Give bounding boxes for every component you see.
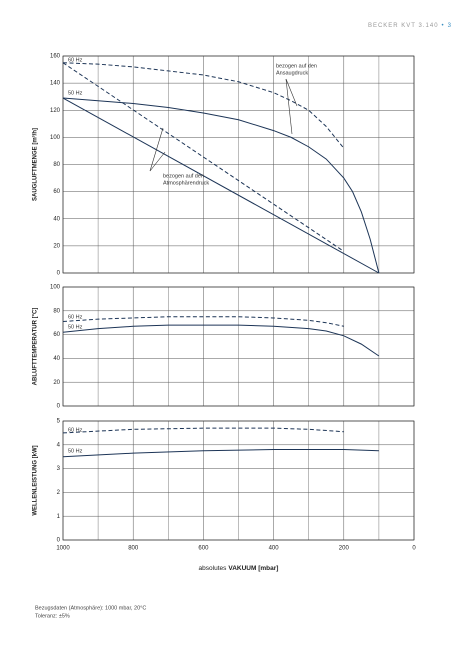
- x-tick-label: 800: [128, 546, 139, 552]
- x-tick-label: 400: [269, 546, 280, 552]
- x-tick-label: 200: [339, 546, 350, 552]
- annotation: 50 Hz: [68, 448, 83, 454]
- header-title: BECKER KVT 3.140: [368, 23, 439, 29]
- series-line: [62, 62, 345, 149]
- series-line: [62, 316, 344, 327]
- leader-line: [149, 151, 166, 172]
- footer-note: Bezugsdaten (Atmosphäre): 1000 mbar, 20°…: [35, 605, 146, 611]
- header-separator: •: [442, 23, 445, 29]
- y-tick-label: 1: [57, 514, 61, 520]
- y-tick-label: 160: [50, 54, 61, 60]
- y-tick-label: 40: [53, 356, 60, 362]
- footer-note: Toleranz: ±5%: [35, 613, 70, 619]
- y-tick-label: 20: [53, 380, 60, 386]
- annotation: Ansaugdruck: [276, 70, 308, 76]
- annotation: bezogen auf den: [276, 63, 317, 69]
- plot-frame: [62, 420, 415, 541]
- series-line: [62, 449, 379, 458]
- x-tick-label: 1000: [56, 546, 70, 552]
- x-tick-label: 600: [198, 546, 209, 552]
- annotation: 50 Hz: [68, 90, 83, 96]
- leader-line: [285, 78, 298, 107]
- y-tick-label: 2: [57, 490, 61, 496]
- x-axis-label: absolutes VAKUUM [mbar]: [199, 565, 279, 572]
- y-tick-label: 0: [57, 538, 61, 544]
- y-tick-label: 20: [53, 243, 60, 249]
- annotation: bezogen auf den: [163, 173, 204, 179]
- y-tick-label: 60: [53, 332, 60, 338]
- leader-line: [285, 78, 293, 135]
- y-tick-label: 3: [57, 466, 61, 472]
- y-tick-label: 80: [53, 308, 60, 314]
- page-header: BECKER KVT 3.140 • 3: [368, 23, 452, 29]
- x-axis-label-part: absolutes: [199, 565, 228, 572]
- y-tick-label: 5: [57, 419, 61, 425]
- annotation: Atmosphärendruck: [163, 180, 209, 186]
- y-tick-label: 0: [57, 271, 61, 277]
- annotation: 60 Hz: [68, 314, 83, 320]
- page-number: 3: [448, 23, 452, 29]
- y-tick-label: 4: [57, 442, 61, 448]
- y-axis-label: SAUGLUFTMENGE [m³/h]: [32, 128, 39, 201]
- annotation: 60 Hz: [68, 427, 83, 433]
- y-tick-label: 40: [53, 216, 60, 222]
- plot-frame: [62, 286, 415, 407]
- x-tick-label: 0: [412, 546, 416, 552]
- annotation: 60 Hz: [68, 57, 83, 63]
- y-tick-label: 80: [53, 162, 60, 168]
- series-line: [62, 324, 380, 357]
- y-tick-label: 60: [53, 189, 60, 195]
- y-tick-label: 0: [57, 404, 61, 410]
- x-axis-label-part: VAKUUM [mbar]: [228, 565, 278, 572]
- y-axis-label: ABLUFTTEMPERATUR [°C]: [33, 308, 39, 386]
- y-axis-label: WELLENLEISTUNG [kW]: [33, 445, 39, 515]
- leader-line: [149, 127, 164, 172]
- series-line: [62, 97, 380, 274]
- series-line: [62, 97, 380, 274]
- y-tick-label: 100: [50, 135, 61, 141]
- series-line: [62, 62, 345, 252]
- annotation: 50 Hz: [68, 324, 83, 330]
- y-tick-label: 100: [50, 285, 61, 291]
- series-line: [62, 427, 344, 434]
- plot-frame: [62, 55, 415, 274]
- y-tick-label: 120: [50, 108, 61, 114]
- y-tick-label: 140: [50, 81, 61, 87]
